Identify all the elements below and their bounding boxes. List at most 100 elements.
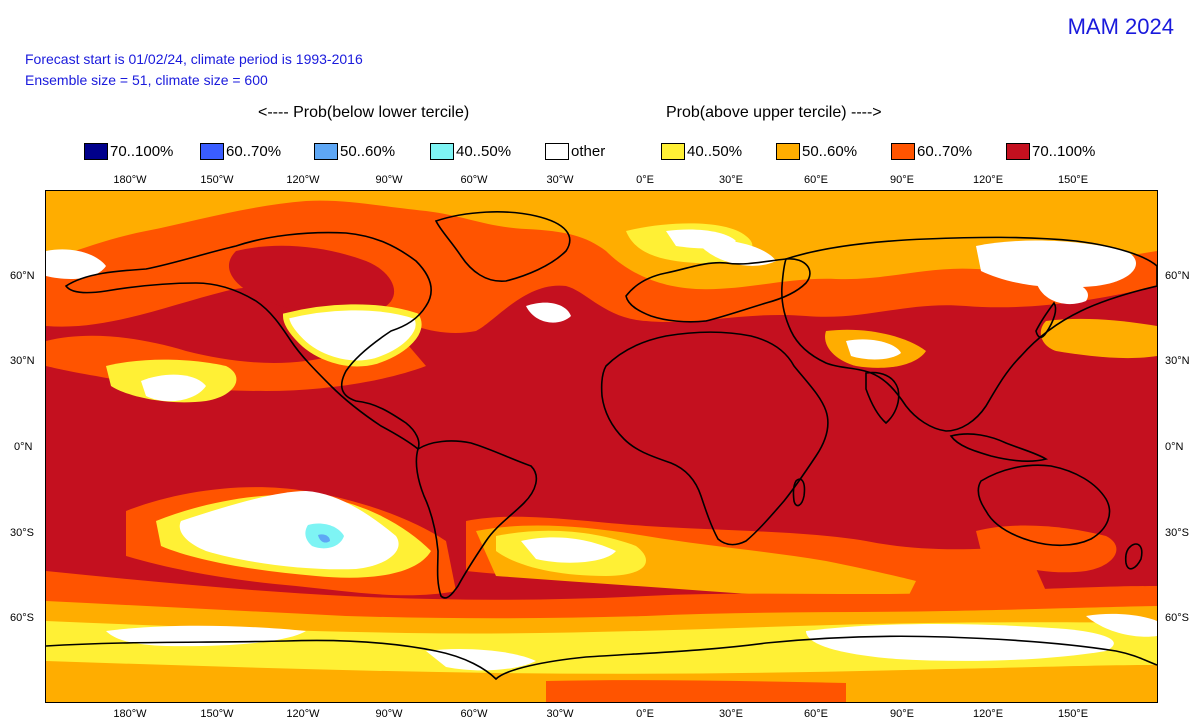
legend-label: 50..60% (802, 142, 858, 160)
lat-tick-right: 60°S (1165, 612, 1189, 624)
siberia-white (976, 240, 1136, 288)
india-outline (865, 371, 900, 425)
lat-tick-right: 30°S (1165, 527, 1189, 539)
legend-swatch (545, 142, 569, 160)
legend-label: 60..70% (917, 142, 973, 160)
usa-yellow-ring (282, 304, 422, 367)
usa-white (286, 307, 419, 364)
legend-item: 60..70% (891, 141, 972, 161)
lat-tick-right: 30°N (1165, 355, 1190, 367)
s-atlantic-white (521, 537, 616, 563)
africa-outline (600, 331, 829, 546)
continent-outlines (46, 211, 1157, 681)
n-pacific-east-orange (1040, 318, 1157, 359)
legend-swatch (661, 142, 685, 160)
canada-red (228, 245, 395, 316)
scandinavia-white (696, 239, 776, 266)
s-pacific-blue (318, 534, 330, 543)
antarctica-outline (46, 635, 1157, 681)
lat-tick-left: 60°N (10, 270, 35, 282)
lon-tick-top: 90°W (375, 174, 403, 186)
lon-tick-top: 0°E (636, 174, 654, 186)
europe-outline (625, 258, 811, 323)
legend-swatch (776, 142, 800, 160)
below-tercile-label: <---- Prob(below lower tercile) (258, 104, 470, 121)
n-pacific-white (141, 374, 206, 402)
lon-tick-bottom: 120°W (286, 708, 320, 720)
legend-label: other (571, 142, 606, 160)
lon-tick-bottom: 60°E (804, 708, 828, 720)
ensemble-info: Ensemble size = 51, climate size = 600 (25, 72, 268, 88)
legend-label: 50..60% (340, 142, 396, 160)
lon-tick-bottom: 30°W (546, 708, 574, 720)
lat-tick-right: 60°N (1165, 270, 1190, 282)
lon-tick-top: 120°W (286, 174, 320, 186)
south-america-outline (415, 440, 538, 599)
nw-pacific-white (46, 249, 106, 279)
legend-item: 40..50% (430, 141, 511, 161)
lon-tick-top: 120°E (972, 174, 1004, 186)
legend-label: 60..70% (226, 142, 282, 160)
asia-white (846, 339, 901, 360)
lat-tick-left: 0°N (14, 441, 33, 453)
ne-pacific-white (1036, 279, 1088, 305)
lon-tick-bottom: 30°E (719, 708, 743, 720)
lon-tick-bottom: 90°E (890, 708, 914, 720)
greenland-outline (434, 211, 571, 282)
australia-outline (977, 464, 1111, 547)
legend-label: 40..50% (687, 142, 743, 160)
lon-tick-bottom: 150°E (1057, 708, 1089, 720)
lon-tick-bottom: 0°E (636, 708, 654, 720)
new-zealand-outline (1124, 543, 1143, 570)
lon-tick-top: 180°W (113, 174, 147, 186)
australia-orange (976, 525, 1117, 573)
lon-tick-bottom: 180°W (113, 708, 147, 720)
madagascar-outline (792, 478, 806, 507)
legend-swatch (430, 142, 454, 160)
legend-label: 40..50% (456, 142, 512, 160)
lon-tick-bottom: 90°W (375, 708, 403, 720)
antarctic-white-east (806, 624, 1114, 661)
above-tercile-label: Prob(above upper tercile) ----> (666, 104, 882, 121)
legend-item: 40..50% (661, 141, 742, 161)
antarctic-white-pen (426, 649, 536, 671)
lat-tick-left: 30°N (10, 355, 35, 367)
antarctic-white-east2 (1086, 613, 1157, 637)
lon-tick-top: 150°W (200, 174, 234, 186)
asia-outline (781, 236, 1157, 432)
legend-swatch (84, 142, 108, 160)
legend-item: other (545, 141, 605, 161)
lon-tick-top: 90°E (890, 174, 914, 186)
lon-tick-top: 60°W (460, 174, 488, 186)
legend-swatch (1006, 142, 1030, 160)
north-america-outline (64, 231, 432, 451)
lon-tick-bottom: 120°E (972, 708, 1004, 720)
lon-tick-top: 150°E (1057, 174, 1089, 186)
legend-item: 70..100% (84, 141, 173, 161)
lon-tick-bottom: 60°W (460, 708, 488, 720)
legend-item: 50..60% (776, 141, 857, 161)
lon-tick-top: 30°W (546, 174, 574, 186)
legend-swatch (314, 142, 338, 160)
season-title: MAM 2024 (1067, 14, 1174, 39)
legend-swatch (891, 142, 915, 160)
probability-map-svg (46, 191, 1157, 702)
legend-item: 50..60% (314, 141, 395, 161)
legend-swatch (200, 142, 224, 160)
probability-map (45, 190, 1158, 703)
legend-label: 70..100% (1032, 142, 1096, 160)
legend-item: 60..70% (200, 141, 281, 161)
legend-item: 70..100% (1006, 141, 1095, 161)
lon-tick-top: 60°E (804, 174, 828, 186)
n-atlantic-white (526, 302, 571, 323)
lat-tick-left: 30°S (10, 527, 34, 539)
japan-outline (1035, 301, 1057, 339)
legend-label: 70..100% (110, 142, 174, 160)
se-asia-islands-outline (949, 433, 1049, 462)
forecast-info: Forecast start is 01/02/24, climate peri… (25, 51, 363, 67)
lat-tick-left: 60°S (10, 612, 34, 624)
lat-tick-right: 0°N (1165, 441, 1184, 453)
s-pacific-white (179, 491, 399, 570)
lon-tick-top: 30°E (719, 174, 743, 186)
north-yellow-band (46, 191, 1157, 290)
